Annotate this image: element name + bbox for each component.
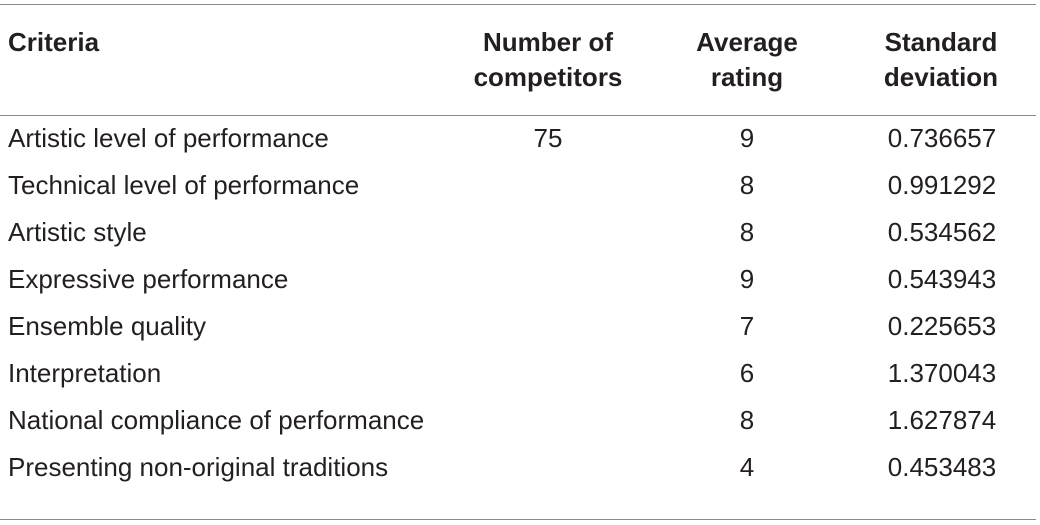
header-standard-deviation: Standard deviation [840,0,1036,95]
cell-criteria: Expressive performance [8,264,289,294]
cell-standard-deviation: 0.736657 [887,123,997,153]
table-row: Artistic level of performance 75 9 0.736… [0,95,1036,162]
cell-average-rating: 6 [739,358,755,388]
table-row: Technical level of performance 8 0.99129… [0,162,1036,209]
cell-competitors [460,162,650,209]
header-competitors-line2: competitors [473,62,623,92]
cell-criteria: Artistic level of performance [8,123,329,153]
cell-competitors [460,303,650,350]
table-row: Interpretation 6 1.370043 [0,350,1036,397]
header-criteria: Criteria [0,0,460,95]
cell-criteria: Technical level of performance [8,170,360,200]
header-row: Criteria Number of competitors Average r… [0,0,1036,95]
header-rule [0,115,1036,116]
bottom-rule [0,519,1036,520]
table-row: Artistic style 8 0.534562 [0,209,1036,256]
header-rating-line2: rating [710,62,784,92]
header-sd-line2: deviation [883,62,999,92]
header-average-rating: Average rating [650,0,840,95]
cell-competitors [460,397,650,444]
cell-criteria: Presenting non-original traditions [8,452,389,482]
table-row: Expressive performance 9 0.543943 [0,256,1036,303]
table-row: Presenting non-original traditions 4 0.4… [0,444,1036,491]
cell-criteria: Interpretation [8,358,162,388]
table-row: National compliance of performance 8 1.6… [0,397,1036,444]
cell-competitors [460,209,650,256]
cell-average-rating: 8 [739,170,755,200]
table-row: Ensemble quality 7 0.225653 [0,303,1036,350]
cell-competitors [460,256,650,303]
cell-standard-deviation: 1.370043 [887,358,997,388]
cell-competitors [460,444,650,491]
cell-average-rating: 4 [739,452,755,482]
top-rule [0,4,1036,5]
data-table: Criteria Number of competitors Average r… [0,0,1036,491]
cell-average-rating: 8 [739,405,755,435]
header-criteria-label: Criteria [8,27,100,57]
cell-average-rating: 9 [739,264,755,294]
cell-standard-deviation: 0.225653 [887,311,997,341]
cell-criteria: Artistic style [8,217,147,247]
cell-average-rating: 9 [739,123,755,153]
header-competitors-line1: Number of [483,27,613,57]
cell-standard-deviation: 0.534562 [887,217,997,247]
cell-standard-deviation: 0.991292 [887,170,997,200]
cell-average-rating: 8 [739,217,755,247]
header-rating-line1: Average [696,27,798,57]
cell-average-rating: 7 [739,311,755,341]
cell-standard-deviation: 0.543943 [887,264,997,294]
cell-competitors [460,350,650,397]
header-number-of-competitors: Number of competitors [460,0,650,95]
cell-competitors: 75 [533,123,563,153]
cell-standard-deviation: 0.453483 [887,452,997,482]
cell-standard-deviation: 1.627874 [887,405,997,435]
cell-criteria: National compliance of performance [8,405,425,435]
cell-criteria: Ensemble quality [8,311,206,341]
header-sd-line1: Standard [884,27,998,57]
